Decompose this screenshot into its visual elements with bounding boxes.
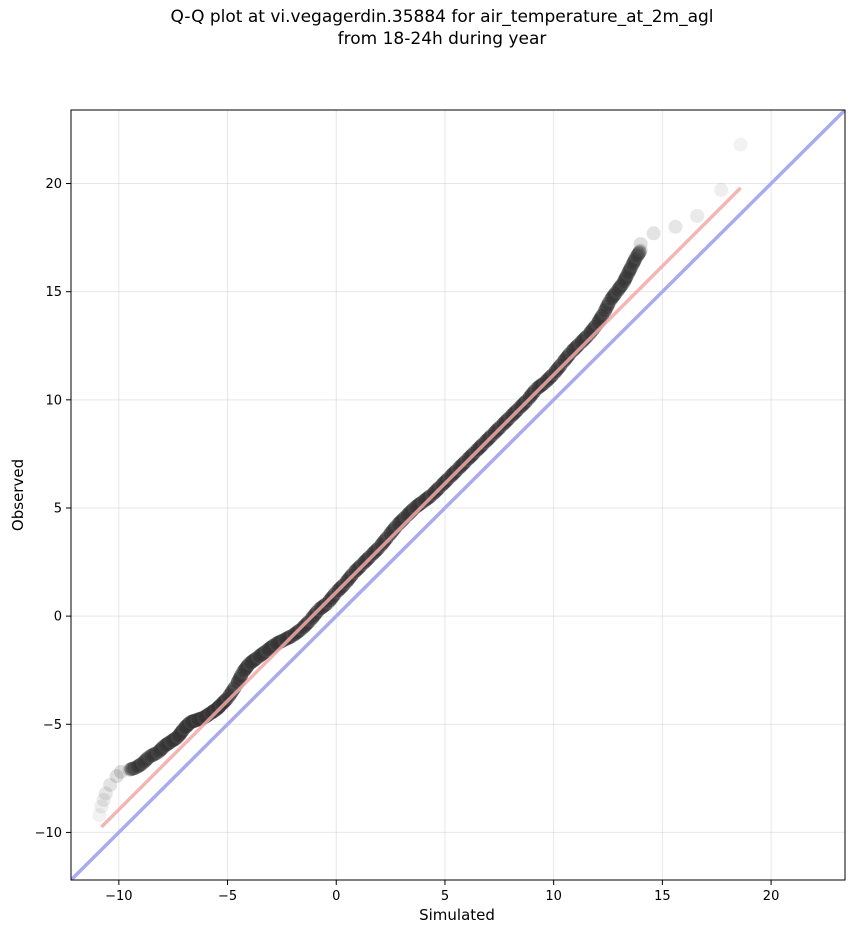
x-tick-label: 5 [441, 889, 449, 904]
x-tick-label: 20 [763, 889, 780, 904]
quantile-point [627, 254, 642, 269]
x-axis-label: Simulated [419, 906, 495, 924]
chart-title-line-2: from 18-24h during year [337, 29, 547, 49]
quantile-point [646, 226, 661, 241]
quantile-point [629, 250, 644, 265]
grid [71, 110, 845, 880]
quantile-point [96, 792, 111, 807]
quantile-point [109, 769, 124, 784]
quantile-point [125, 761, 140, 776]
quantile-point [98, 786, 113, 801]
x-axis-ticks: −10 −5 0 5 10 15 20 [105, 880, 779, 904]
quantile-point [623, 260, 638, 275]
quantile-point [624, 258, 639, 273]
quantile-point [628, 252, 643, 267]
y-axis-label: Observed [9, 459, 27, 531]
x-tick-label: 15 [654, 889, 671, 904]
y-tick-label: 20 [45, 177, 62, 192]
y-tick-label: 0 [54, 610, 62, 625]
y-tick-label: 15 [45, 285, 62, 300]
chart-title: Q-Q plot at vi.vegagerdin.35884 for air_… [0, 6, 854, 50]
quantile-point [733, 137, 748, 152]
x-tick-label: −5 [218, 889, 237, 904]
plot-frame [70, 109, 846, 881]
x-tick-label: −10 [105, 889, 132, 904]
quantile-point [92, 808, 107, 823]
quantile-point [630, 248, 645, 263]
quantile-point [714, 183, 729, 198]
x-tick-label: 10 [545, 889, 562, 904]
reference-line [71, 110, 845, 880]
y-tick-label: −10 [35, 826, 62, 841]
quantile-point [690, 208, 705, 223]
quantile-point [668, 219, 683, 234]
quantile-point [633, 243, 648, 258]
quantile-point [103, 777, 118, 792]
quantile-point [626, 256, 641, 271]
y-tick-label: 5 [54, 501, 62, 516]
quantile-point [632, 245, 647, 260]
quantile-point [94, 799, 109, 814]
fit-line [100, 186, 742, 829]
y-tick-label: 10 [45, 393, 62, 408]
quantile-point [631, 246, 646, 261]
quantile-point [114, 764, 129, 779]
quantile-point [633, 237, 648, 252]
y-axis-ticks: −10 −5 0 5 10 15 20 [35, 177, 71, 841]
quantile-point [122, 762, 137, 777]
y-tick-label: −5 [43, 718, 62, 733]
quantile-point [124, 762, 139, 777]
chart-title-line-1: Q-Q plot at vi.vegagerdin.35884 for air_… [170, 7, 714, 27]
x-tick-label: 0 [332, 889, 340, 904]
